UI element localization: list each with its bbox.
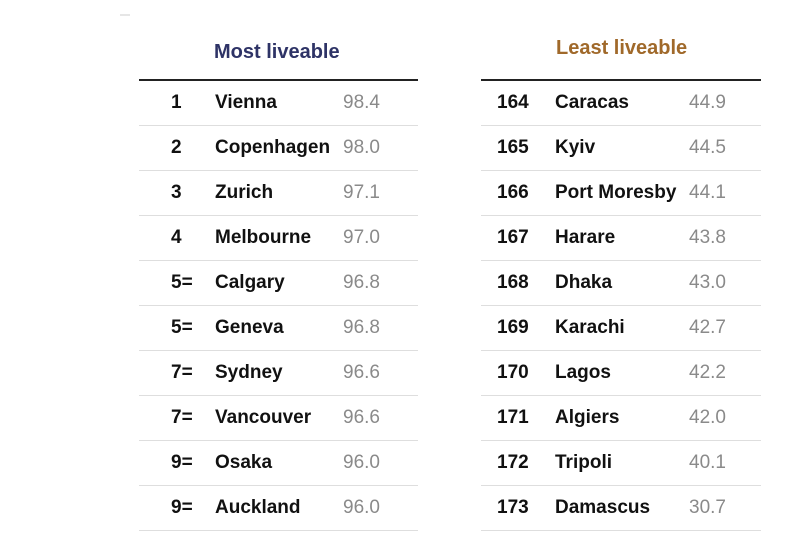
- table-row: 9= Osaka 96.0: [139, 441, 418, 486]
- table-row: 167 Harare 43.8: [481, 216, 761, 261]
- rank-cell: 3: [171, 182, 182, 203]
- score-cell: 42.2: [689, 362, 726, 383]
- table-top-rule: [139, 79, 418, 81]
- score-cell: 96.8: [343, 317, 380, 338]
- city-cell: Melbourne: [215, 227, 312, 248]
- table-row: 168 Dhaka 43.0: [481, 261, 761, 306]
- score-cell: 96.0: [343, 452, 380, 473]
- city-cell: Zurich: [215, 182, 274, 203]
- table-row: 7= Sydney 96.6: [139, 351, 418, 396]
- rank-cell: 164: [497, 92, 529, 113]
- rank-cell: 4: [171, 227, 182, 248]
- score-cell: 96.6: [343, 407, 380, 428]
- rank-cell: 170: [497, 362, 529, 383]
- decorative-dash: [120, 14, 130, 16]
- score-cell: 98.4: [343, 92, 380, 113]
- table-row: 169 Karachi 42.7: [481, 306, 761, 351]
- city-cell: Copenhagen: [215, 137, 331, 158]
- rank-cell: 173: [497, 497, 529, 518]
- city-cell: Osaka: [215, 452, 273, 473]
- score-cell: 98.0: [343, 137, 380, 158]
- table-row: 5= Calgary 96.8: [139, 261, 418, 306]
- rank-cell: 2: [171, 137, 182, 158]
- city-cell: Kyiv: [555, 137, 596, 158]
- rank-cell: 9=: [171, 497, 193, 518]
- least-liveable-heading: Least liveable: [556, 37, 688, 59]
- table-row: 3 Zurich 97.1: [139, 171, 418, 216]
- table-row: 164 Caracas 44.9: [481, 81, 761, 126]
- score-cell: 44.1: [689, 182, 726, 203]
- score-cell: 44.9: [689, 92, 726, 113]
- rank-cell: 5=: [171, 317, 193, 338]
- table-row: 170 Lagos 42.2: [481, 351, 761, 396]
- score-cell: 96.6: [343, 362, 380, 383]
- table-row: 5= Geneva 96.8: [139, 306, 418, 351]
- score-cell: 44.5: [689, 137, 726, 158]
- city-cell: Sydney: [215, 362, 283, 383]
- city-cell: Algiers: [555, 407, 620, 428]
- rank-cell: 165: [497, 137, 529, 158]
- city-cell: Harare: [555, 227, 616, 248]
- city-cell: Karachi: [555, 317, 625, 338]
- score-cell: 96.8: [343, 272, 380, 293]
- score-cell: 96.0: [343, 497, 380, 518]
- table-row: 172 Tripoli 40.1: [481, 441, 761, 486]
- city-cell: Dhaka: [555, 272, 613, 293]
- score-cell: 43.8: [689, 227, 726, 248]
- rank-cell: 9=: [171, 452, 193, 473]
- city-cell: Lagos: [555, 362, 611, 383]
- table-row: 171 Algiers 42.0: [481, 396, 761, 441]
- score-cell: 42.0: [689, 407, 726, 428]
- rank-cell: 5=: [171, 272, 193, 293]
- rank-cell: 168: [497, 272, 529, 293]
- most-liveable-heading: Most liveable: [214, 41, 340, 63]
- score-cell: 42.7: [689, 317, 726, 338]
- city-cell: Caracas: [555, 92, 629, 113]
- city-cell: Tripoli: [555, 452, 612, 473]
- table-top-rule: [481, 79, 761, 81]
- city-cell: Calgary: [215, 272, 285, 293]
- rank-cell: 7=: [171, 362, 193, 383]
- rank-cell: 166: [497, 182, 529, 203]
- city-cell: Vienna: [215, 92, 277, 113]
- city-cell: Geneva: [215, 317, 284, 338]
- table-row: 9= Auckland 96.0: [139, 486, 418, 531]
- rank-cell: 171: [497, 407, 529, 428]
- rank-cell: 172: [497, 452, 529, 473]
- rank-cell: 167: [497, 227, 529, 248]
- rank-cell: 1: [171, 92, 182, 113]
- table-row: 7= Vancouver 96.6: [139, 396, 418, 441]
- table-row: 173 Damascus 30.7: [481, 486, 761, 531]
- score-cell: 43.0: [689, 272, 726, 293]
- score-cell: 30.7: [689, 497, 726, 518]
- rank-cell: 7=: [171, 407, 193, 428]
- score-cell: 97.1: [343, 182, 380, 203]
- table-row: 165 Kyiv 44.5: [481, 126, 761, 171]
- table-row: 4 Melbourne 97.0: [139, 216, 418, 261]
- score-cell: 40.1: [689, 452, 726, 473]
- table-row: 2 Copenhagen 98.0: [139, 126, 418, 171]
- city-cell: Port Moresby: [555, 182, 677, 203]
- table-row: 1 Vienna 98.4: [139, 81, 418, 126]
- city-cell: Damascus: [555, 497, 651, 518]
- city-cell: Vancouver: [215, 407, 312, 428]
- score-cell: 97.0: [343, 227, 380, 248]
- table-row: 166 Port Moresby 44.1: [481, 171, 761, 216]
- rank-cell: 169: [497, 317, 529, 338]
- city-cell: Auckland: [215, 497, 301, 518]
